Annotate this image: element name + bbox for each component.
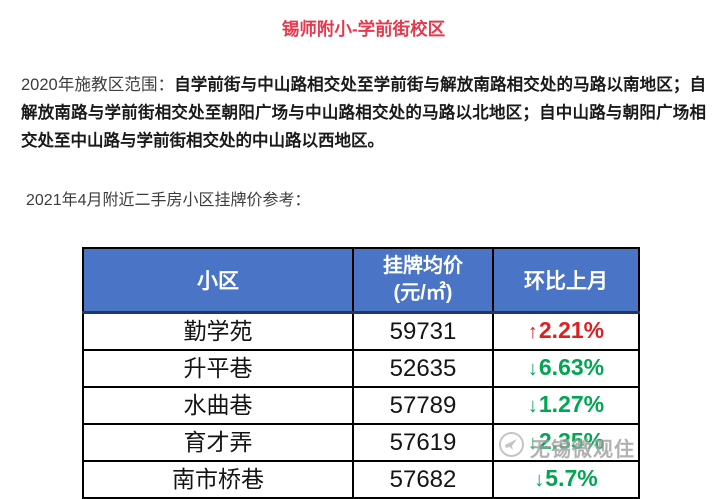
mom-change-cell: ↓1.27% — [492, 386, 640, 425]
col-header-community: 小区 — [82, 247, 354, 314]
mom-change-cell: ↓6.63% — [492, 349, 640, 388]
district-scope-paragraph: 2020年施教区范围：自学前街与中山路相交处至学前街与解放南路相交处的马路以南地… — [21, 71, 706, 155]
table-row: 升平巷 52635 ↓6.63% — [82, 349, 640, 388]
community-name-cell: 水曲巷 — [82, 386, 354, 425]
listing-price-cell: 59731 — [352, 311, 494, 351]
price-table-body: 勤学苑 59731 ↑2.21% 升平巷 52635 ↓6.63% 水曲巷 57… — [82, 311, 640, 499]
col-header-listing-price: 挂牌均价 (元/㎡) — [352, 247, 494, 314]
change-percent: 6.63% — [538, 354, 605, 380]
listing-price-cell: 57789 — [352, 386, 494, 425]
price-table: 小区 挂牌均价 (元/㎡) 环比上月 勤学苑 59731 ↑2.21% 升平巷 … — [82, 247, 640, 499]
community-name-cell: 勤学苑 — [82, 311, 354, 351]
table-row: 南市桥巷 57682 ↓5.7% — [82, 460, 640, 499]
price-reference-paragraph: 2021年4月附近二手房小区挂牌价参考： — [26, 192, 311, 209]
article-page: { "title": { "text": "锡师附小-学前街校区", "colo… — [0, 16, 727, 499]
community-name-cell: 南市桥巷 — [82, 460, 354, 499]
price-table-header: 小区 挂牌均价 (元/㎡) 环比上月 — [82, 247, 640, 314]
col-header-listing-price-line1: 挂牌均价 — [383, 255, 463, 277]
col-header-listing-price-line2: (元/㎡) — [393, 282, 453, 304]
mom-change-cell: ↓2.35% — [492, 423, 640, 462]
change-arrow-icon: ↓ — [527, 395, 538, 417]
page-title: 锡师附小-学前街校区 — [281, 19, 446, 39]
change-arrow-icon: ↓ — [534, 469, 545, 491]
listing-price-cell: 57682 — [352, 460, 494, 499]
table-row: 水曲巷 57789 ↓1.27% — [82, 386, 640, 425]
listing-price-cell: 57619 — [352, 423, 494, 462]
table-row: 育才弄 57619 ↓2.35% — [82, 423, 640, 462]
community-name-cell: 育才弄 — [82, 423, 354, 462]
mom-change-cell: ↑2.21% — [492, 311, 640, 351]
change-percent: 2.21% — [538, 317, 605, 343]
listing-price-cell: 52635 — [352, 349, 494, 388]
change-arrow-icon: ↓ — [527, 358, 538, 380]
district-scope-description: 自学前街与中山路相交处至学前街与解放南路相交处的马路以南地区；自解放南路与学前街… — [21, 76, 706, 150]
community-name-cell: 升平巷 — [82, 349, 354, 388]
price-table-container: 小区 挂牌均价 (元/㎡) 环比上月 勤学苑 59731 ↑2.21% 升平巷 … — [82, 247, 727, 499]
mom-change-cell: ↓5.7% — [492, 460, 640, 499]
table-row: 勤学苑 59731 ↑2.21% — [82, 311, 640, 351]
header-row: 小区 挂牌均价 (元/㎡) 环比上月 — [82, 247, 640, 314]
change-arrow-icon: ↑ — [527, 321, 538, 343]
change-percent: 2.35% — [538, 428, 605, 454]
change-arrow-icon: ↓ — [527, 432, 538, 454]
col-header-mom-change: 环比上月 — [492, 247, 640, 314]
change-percent: 1.27% — [538, 391, 605, 417]
district-scope-lead: 2020年施教区范围： — [21, 76, 175, 94]
change-percent: 5.7% — [545, 465, 598, 491]
